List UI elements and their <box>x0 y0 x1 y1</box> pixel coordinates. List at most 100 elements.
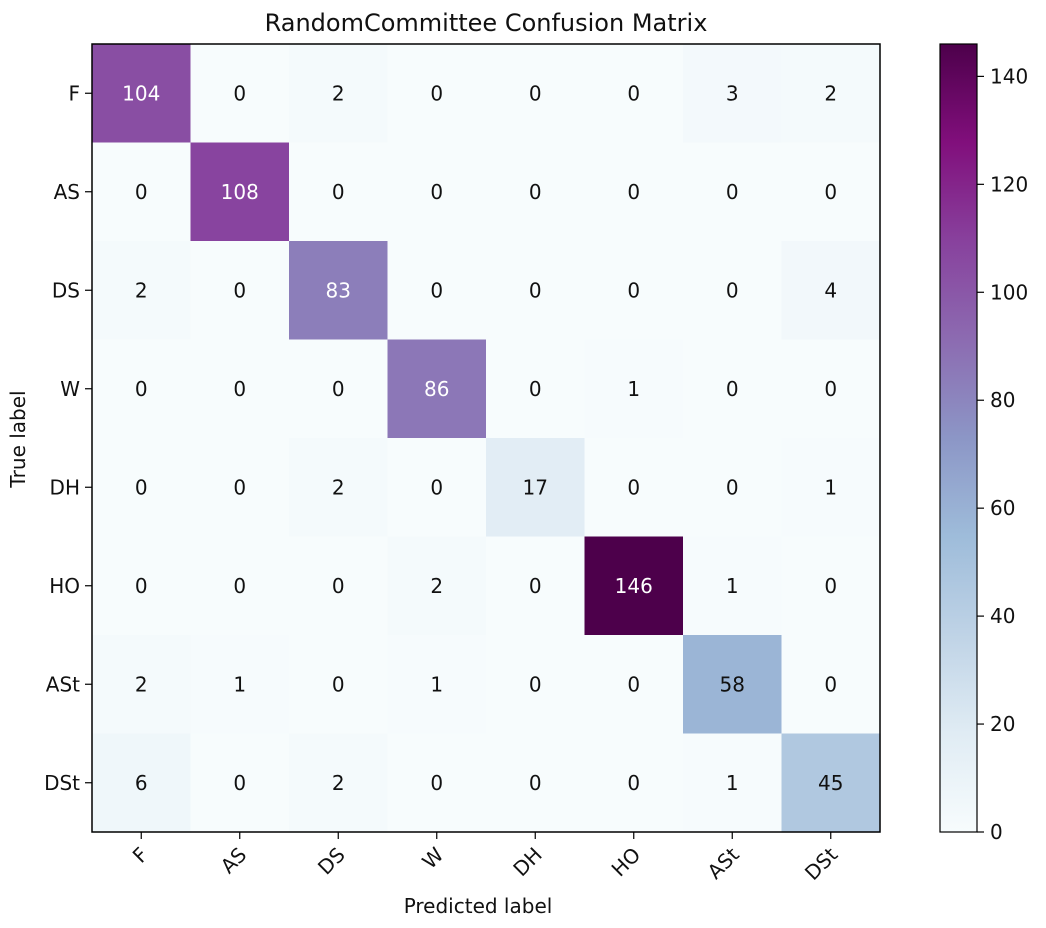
plot-frame <box>91 43 881 833</box>
cell-value-dh-dst: 1 <box>824 475 837 499</box>
y-tick-label-w: W <box>60 377 80 401</box>
heatmap-cell-f-ds <box>289 44 389 144</box>
heatmap-cell-dh-as <box>190 438 290 538</box>
heatmap-cell-dst-w <box>387 733 487 833</box>
x-tick-label-dh: DH <box>508 843 547 882</box>
cell-value-ho-w: 2 <box>430 574 443 598</box>
heatmap-cell-ho-ast <box>683 536 783 636</box>
heatmap-cell-dst-ho <box>584 733 684 833</box>
cell-value-ho-dst: 0 <box>824 574 837 598</box>
heatmap-cell-dst-f <box>92 733 192 833</box>
colorbar-tick-label-100: 100 <box>990 280 1028 304</box>
heatmap-cell-as-w <box>387 142 487 242</box>
heatmap-cell-f-f <box>92 44 192 144</box>
cell-value-dst-ho: 0 <box>627 771 640 795</box>
cell-value-ds-as: 0 <box>233 278 246 302</box>
heatmap-cell-f-ho <box>584 44 684 144</box>
y-tick-label-ast: ASt <box>46 672 80 696</box>
chart-title: RandomCommittee Confusion Matrix <box>265 9 708 37</box>
heatmap-cell-dh-ds <box>289 438 389 538</box>
heatmap-cell-dh-w <box>387 438 487 538</box>
cell-value-f-f: 104 <box>122 81 160 105</box>
cell-value-f-dh: 0 <box>529 81 542 105</box>
cell-value-ast-w: 1 <box>430 672 443 696</box>
heatmap-cell-dst-ds <box>289 733 389 833</box>
heatmap-cell-ast-f <box>92 635 192 735</box>
heatmap-cell-dh-ast <box>683 438 783 538</box>
colorbar-tick-label-60: 60 <box>990 496 1015 520</box>
heatmap-cell-ast-dst <box>781 635 881 735</box>
heatmap-cell-ast-ast <box>683 635 783 735</box>
x-tick-label-dst: DSt <box>800 842 842 884</box>
heatmap-cell-dst-as <box>190 733 290 833</box>
y-tick-label-f: F <box>68 81 80 105</box>
cell-value-ast-as: 1 <box>233 672 246 696</box>
heatmap-cell-f-as <box>190 44 290 144</box>
cell-value-dh-dh: 17 <box>523 475 548 499</box>
cell-value-ho-ho: 146 <box>615 574 653 598</box>
heatmap-cell-ast-w <box>387 635 487 735</box>
y-tick-label-ho: HO <box>49 574 80 598</box>
cell-value-ast-dst: 0 <box>824 672 837 696</box>
cell-value-ds-ast: 0 <box>726 278 739 302</box>
heatmap-cell-ds-f <box>92 241 192 341</box>
cell-value-f-w: 0 <box>430 81 443 105</box>
cell-value-w-dh: 0 <box>529 377 542 401</box>
heatmap-cell-w-as <box>190 339 290 439</box>
heatmap-cell-ho-f <box>92 536 192 636</box>
cell-value-f-dst: 2 <box>824 81 837 105</box>
cell-value-as-ho: 0 <box>627 180 640 204</box>
cell-value-f-ast: 3 <box>726 81 739 105</box>
cell-value-f-ho: 0 <box>627 81 640 105</box>
heatmap-cell-ho-ds <box>289 536 389 636</box>
heatmap-cell-dst-dh <box>486 733 586 833</box>
cell-value-w-f: 0 <box>135 377 148 401</box>
heatmap-cell-w-f <box>92 339 192 439</box>
cell-value-as-as: 108 <box>221 180 259 204</box>
heatmap-cell-w-ast <box>683 339 783 439</box>
heatmap-cell-ho-dst <box>781 536 881 636</box>
y-axis-label: True label <box>6 390 30 488</box>
cell-value-dst-ds: 2 <box>332 771 345 795</box>
heatmap-cell-as-f <box>92 142 192 242</box>
y-tick-label-dst: DSt <box>44 771 80 795</box>
cell-value-ast-ds: 0 <box>332 672 345 696</box>
colorbar-tick-label-20: 20 <box>990 712 1015 736</box>
cell-value-dst-f: 6 <box>135 771 148 795</box>
cell-value-ast-ho: 0 <box>627 672 640 696</box>
heatmap-cell-f-w <box>387 44 487 144</box>
y-tick-label-dh: DH <box>50 475 80 499</box>
cell-value-as-dh: 0 <box>529 180 542 204</box>
cell-value-ho-ast: 1 <box>726 574 739 598</box>
cell-value-as-w: 0 <box>430 180 443 204</box>
heatmap-cells <box>92 44 881 833</box>
cell-value-w-as: 0 <box>233 377 246 401</box>
cell-value-ho-ds: 0 <box>332 574 345 598</box>
y-tick-label-as: AS <box>54 180 80 204</box>
cell-value-ast-dh: 0 <box>529 672 542 696</box>
x-tick-label-as: AS <box>216 843 252 879</box>
colorbar-tick-label-120: 120 <box>990 172 1028 196</box>
colorbar-tick-label-40: 40 <box>990 604 1015 628</box>
heatmap-cell-dst-ast <box>683 733 783 833</box>
heatmap-cell-ast-ho <box>584 635 684 735</box>
cell-value-dh-ast: 0 <box>726 475 739 499</box>
x-axis-ticks: F AS DS W DH HO ASt DSt <box>128 832 842 885</box>
y-axis-ticks: F AS DS W DH HO ASt DSt <box>44 81 92 795</box>
cell-value-as-ast: 0 <box>726 180 739 204</box>
heatmap-cell-w-ho <box>584 339 684 439</box>
cell-value-f-as: 0 <box>233 81 246 105</box>
colorbar-tick-label-140: 140 <box>990 64 1028 88</box>
colorbar <box>939 43 978 833</box>
x-tick-label-w: W <box>417 842 448 873</box>
heatmap-cell-ds-as <box>190 241 290 341</box>
heatmap-cell-ast-ds <box>289 635 389 735</box>
heatmap-cell-dh-ho <box>584 438 684 538</box>
heatmap-cell-w-dst <box>781 339 881 439</box>
heatmap-cell-ho-as <box>190 536 290 636</box>
cell-value-w-ho: 1 <box>627 377 640 401</box>
heatmap-cell-values: 104 0 2 0 0 0 3 2 0 108 0 0 0 0 0 0 2 0 83 0 0 0 0 4 0 0 0 86 0 1 0 0 0 0… <box>122 81 843 795</box>
cell-value-w-ds: 0 <box>332 377 345 401</box>
cell-value-ds-ds: 83 <box>326 278 351 302</box>
heatmap-cell-dh-dh <box>486 438 586 538</box>
